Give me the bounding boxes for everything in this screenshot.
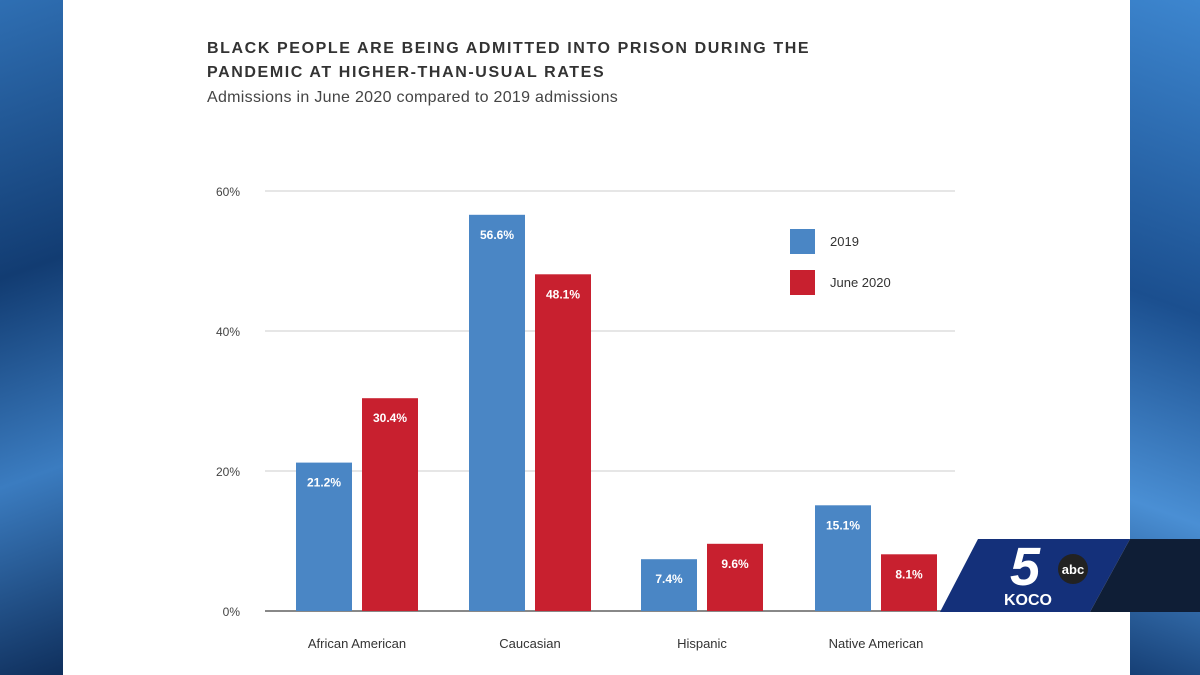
data-label: 8.1% [895, 567, 923, 581]
x-tick-label: Hispanic [677, 636, 727, 651]
network-name: abc [1062, 562, 1084, 577]
bar-june-2020 [535, 274, 591, 611]
data-label: 30.4% [373, 411, 407, 425]
legend-label: 2019 [830, 234, 859, 249]
background-left [0, 0, 63, 675]
y-tick-label: 20% [216, 465, 240, 479]
data-label: 21.2% [307, 476, 341, 490]
bar-2019 [641, 559, 697, 611]
chart-title: BLACK PEOPLE ARE BEING ADMITTED INTO PRI… [207, 40, 811, 81]
x-tick-label: Caucasian [499, 636, 560, 651]
x-tick-label: Native American [829, 636, 924, 651]
bar-june-2020 [881, 554, 937, 611]
koco-5-abc-logo: 5 abc KOCO [940, 537, 1200, 612]
bar-june-2020 [707, 543, 763, 611]
data-label: 15.1% [826, 518, 860, 532]
bar-2019 [469, 214, 525, 612]
bar-june-2020 [362, 398, 418, 611]
y-tick-label: 60% [216, 185, 240, 199]
legend-swatch [790, 270, 815, 295]
chart-panel [63, 0, 1130, 675]
station-name: KOCO [1004, 592, 1052, 609]
data-label: 7.4% [655, 572, 683, 586]
bar-2019 [296, 462, 352, 611]
y-tick-label: 40% [216, 325, 240, 339]
data-label: 9.6% [721, 557, 749, 571]
data-label: 56.6% [480, 228, 514, 242]
channel-number: 5 [1010, 537, 1041, 597]
chart-subtitle: Admissions in June 2020 compared to 2019… [207, 89, 619, 106]
x-tick-label: African American [308, 636, 406, 651]
data-label: 48.1% [546, 287, 580, 301]
bar-2019 [815, 505, 871, 611]
legend-label: June 2020 [830, 275, 891, 290]
y-tick-label: 0% [223, 605, 241, 619]
legend-swatch [790, 229, 815, 254]
